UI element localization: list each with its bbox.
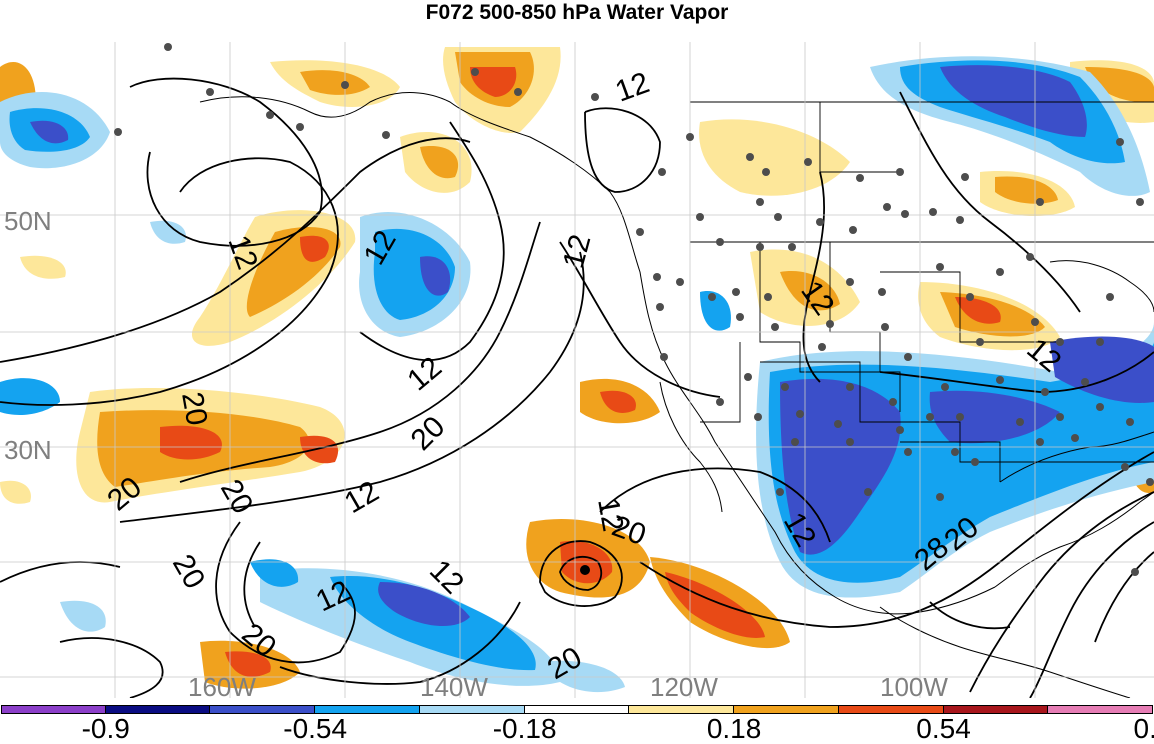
lon-label-140w: 140W (420, 672, 488, 698)
water-vapor-map: 12 12 12 12 12 12 12 12 12 12 12 12 20 2… (0, 42, 1154, 698)
map-panel: 12 12 12 12 12 12 12 12 12 12 12 12 20 2… (0, 42, 1154, 698)
contour-label: 20 (175, 389, 213, 428)
contour-label: 12 (591, 495, 629, 534)
colorbar-swatch (105, 705, 211, 714)
coastlines (199, 92, 1154, 698)
colorbar-swatch (1, 705, 106, 714)
colorbar-swatch (524, 705, 630, 714)
colorbar: -0.9 -0.54 -0.18 0.18 0.54 0.9 (0, 705, 1154, 744)
colorbar-tick-label: -0.9 (81, 713, 130, 744)
colorbar-swatch (943, 705, 1049, 714)
station-markers (114, 43, 1154, 576)
graticule (0, 42, 1154, 698)
colorbar-swatch (210, 705, 316, 714)
colorbar-tick-label: -0.54 (283, 713, 348, 744)
colorbar-swatch (629, 705, 735, 714)
colorbar-tick-label: 0.9 (1133, 713, 1154, 744)
colorbar-tick-label: 0.18 (706, 713, 762, 744)
colorbar-swatch (838, 705, 944, 714)
colorbar-tick-label: -0.18 (492, 713, 557, 744)
lon-label-120w: 120W (650, 672, 718, 698)
chart-title: F072 500-850 hPa Water Vapor (425, 1, 729, 24)
colorbar-tick-label: 0.54 (916, 713, 971, 744)
lat-label-50n: 50N (4, 206, 52, 236)
contour-lines (0, 77, 1154, 698)
colorbar-swatch (315, 705, 420, 714)
colorbar-swatch (419, 705, 525, 714)
lon-label-160w: 160W (188, 672, 256, 698)
colorbar-swatch (734, 705, 839, 714)
lat-label-30n: 30N (4, 435, 52, 465)
lon-label-100w: 100W (880, 672, 948, 698)
